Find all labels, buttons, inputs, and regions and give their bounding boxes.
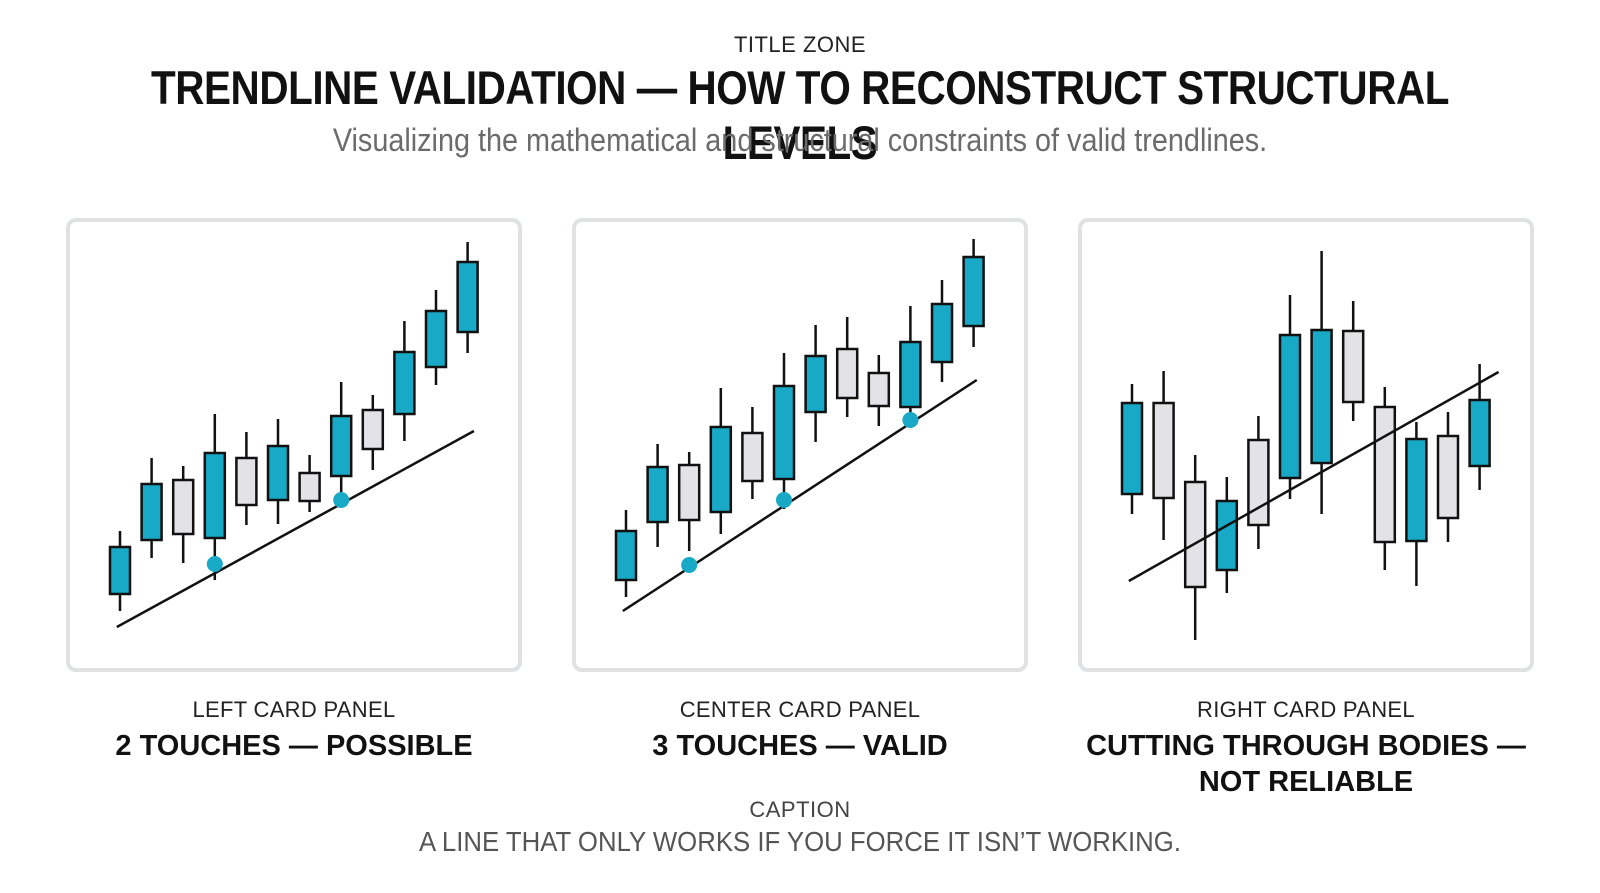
touch-point: [333, 492, 350, 508]
candlestick: [140, 458, 163, 558]
candlestick: [203, 414, 227, 580]
bullish-candle-body: [1310, 328, 1333, 465]
candlestick: [899, 306, 922, 427]
candlestick: [171, 466, 195, 563]
candlestick: [709, 388, 733, 534]
candlestick: [1183, 455, 1207, 640]
bullish-candle-body: [424, 309, 448, 369]
page-title: TRENDLINE VALIDATION — HOW TO RECONSTRUC…: [151, 61, 1449, 169]
candlestick: [235, 432, 258, 525]
right-candlestick-chart: [1120, 251, 1500, 640]
bullish-candle-body: [772, 384, 796, 481]
bearish-candle-body: [171, 478, 195, 536]
bearish-candle-body: [1373, 405, 1397, 544]
bullish-candle-body: [1405, 437, 1428, 543]
touch-point: [681, 557, 698, 573]
candlestick: [1215, 477, 1239, 593]
trendline: [622, 378, 978, 613]
candlestick: [329, 382, 353, 494]
trendline: [1128, 370, 1500, 583]
bullish-candle-body: [1215, 499, 1239, 572]
bearish-candle-body: [1436, 434, 1460, 520]
candlestick: [867, 355, 891, 426]
candlestick: [1278, 295, 1302, 499]
caption-text: A LINE THAT ONLY WORKS IF YOU FORCE IT I…: [419, 826, 1181, 857]
touch-point: [776, 492, 792, 508]
candlestick: [361, 395, 385, 470]
bearish-candle-body: [867, 371, 891, 408]
bullish-candle-body: [1278, 333, 1302, 480]
bullish-candle-body: [614, 529, 638, 582]
center-panel-heading: 3 TOUCHES — VALID: [652, 730, 948, 762]
candlestick: [1436, 412, 1460, 542]
bullish-candle-body: [266, 444, 290, 502]
bullish-candle-body: [962, 255, 985, 328]
center-candlestick-chart: [614, 239, 985, 613]
bullish-candle-body: [456, 260, 479, 334]
candlestick: [298, 455, 321, 512]
title-zone-label: TITLE ZONE: [733, 32, 867, 57]
bullish-candle-body: [646, 465, 669, 524]
candlestick: [456, 242, 479, 353]
candlestick: [835, 317, 859, 417]
bearish-candle-body: [235, 456, 258, 507]
candlestick: [1468, 364, 1491, 490]
bearish-candle-body: [1183, 480, 1207, 589]
bullish-candle-body: [203, 451, 227, 540]
candlestick: [1405, 422, 1428, 586]
candlestick: [1373, 387, 1397, 570]
bullish-candle-body: [329, 414, 353, 478]
candlestick: [962, 239, 985, 347]
candlestick: [1152, 371, 1175, 540]
candlestick: [677, 452, 701, 551]
left-panel-heading: 2 TOUCHES — POSSIBLE: [115, 730, 473, 762]
bullish-candle-body: [930, 302, 954, 364]
touch-point: [206, 556, 223, 572]
candlestick: [772, 353, 796, 509]
bearish-candle-body: [1152, 401, 1175, 500]
left-candlestick-chart: [108, 242, 479, 629]
candlestick: [930, 280, 954, 382]
bullish-candle-body: [1120, 401, 1144, 496]
bullish-candle-body: [804, 354, 827, 414]
center-card-panel: [572, 218, 1028, 672]
candlestick: [646, 444, 669, 547]
bullish-candle-body: [393, 350, 416, 416]
bearish-candle-body: [677, 463, 701, 522]
right-card-panel: [1078, 218, 1534, 672]
touch-point: [902, 412, 919, 428]
bearish-candle-body: [1341, 329, 1365, 404]
candlestick: [108, 531, 132, 611]
candlestick: [741, 407, 764, 499]
bullish-candle-body: [108, 545, 132, 596]
right-panel-heading: CUTTING THROUGH BODIES — NOT RELIABLE: [1086, 730, 1526, 798]
bullish-candle-body: [709, 425, 733, 514]
right-panel-label: RIGHT CARD PANEL: [1197, 697, 1415, 722]
candlestick: [1247, 416, 1270, 549]
page-subtitle: Visualizing the mathematical and structu…: [332, 122, 1268, 158]
bullish-candle-body: [1468, 398, 1491, 468]
bullish-candle-body: [899, 340, 922, 409]
caption-label: CAPTION: [749, 797, 851, 822]
center-panel-label: CENTER CARD PANEL: [679, 697, 921, 722]
bearish-candle-body: [741, 431, 764, 483]
trendline: [116, 429, 475, 629]
candlestick: [424, 290, 448, 385]
candlestick: [266, 419, 290, 524]
bearish-candle-body: [835, 347, 859, 400]
candlestick: [1310, 251, 1333, 514]
candlestick: [393, 321, 416, 441]
candlestick: [614, 510, 638, 597]
candlestick: [1341, 301, 1365, 421]
candlestick: [1120, 384, 1144, 514]
bearish-candle-body: [361, 408, 385, 451]
bullish-candle-body: [140, 482, 163, 542]
left-card-panel: [66, 218, 522, 672]
candlestick: [804, 325, 827, 442]
bearish-candle-body: [298, 471, 321, 503]
left-panel-label: LEFT CARD PANEL: [192, 697, 396, 722]
